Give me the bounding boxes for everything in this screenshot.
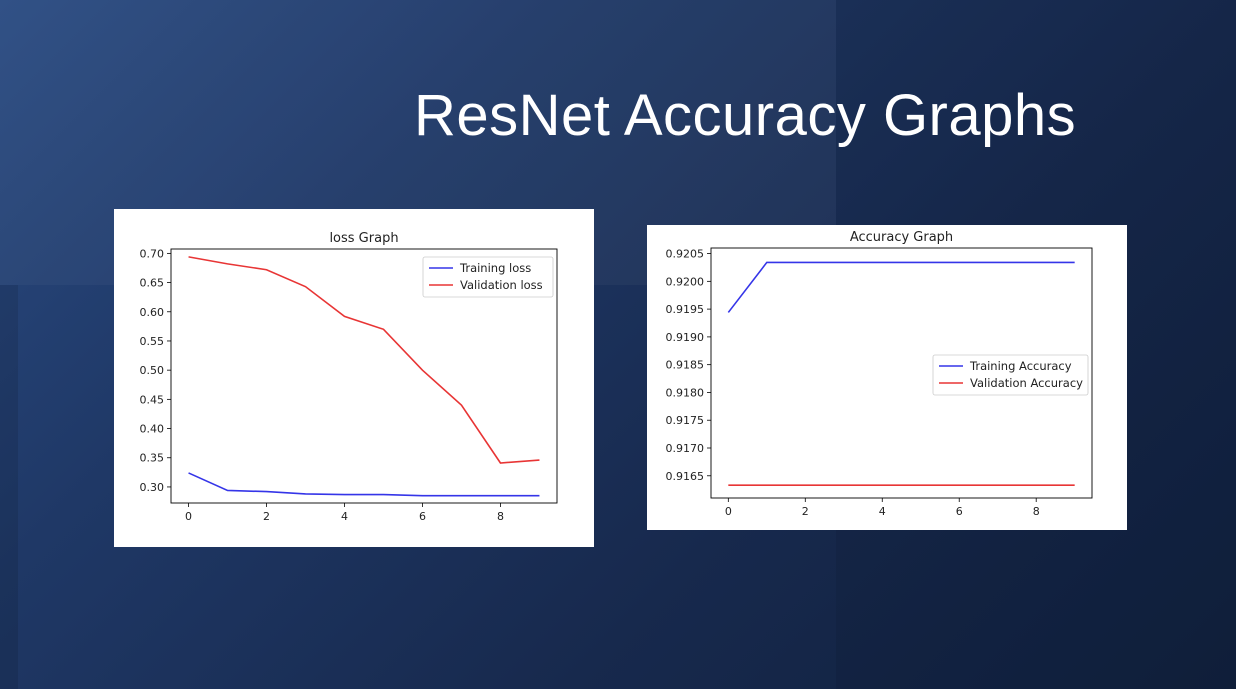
legend: Training Accuracy Validation Accuracy <box>932 354 1089 396</box>
y-tick-label: 0.9190 <box>666 331 705 344</box>
loss-chart-card: loss Graph 0 2 4 6 8 0.30 0.35 0.40 0.45 0.50 0.55 0… <box>114 209 594 547</box>
plot-frame <box>710 247 1093 499</box>
legend-box <box>422 256 554 298</box>
legend-label: Training Accuracy <box>969 359 1072 373</box>
chart-title: Accuracy Graph <box>850 230 953 245</box>
x-tick-label: 2 <box>802 505 809 518</box>
y-tick-label: 0.45 <box>140 393 165 406</box>
y-tick-label: 0.65 <box>140 277 165 290</box>
series-line-training <box>727 261 1075 313</box>
accuracy-chart: Accuracy Graph 0 2 4 6 8 0.9165 0.9170 0.9175 0.9… <box>666 230 1093 518</box>
plot-frame <box>170 248 558 504</box>
y-tick-label: 0.9170 <box>666 442 705 455</box>
x-tick-label: 6 <box>419 510 426 523</box>
background-panel-left <box>0 285 18 689</box>
y-tick-label: 0.40 <box>140 423 165 436</box>
chart-title: loss Graph <box>329 231 398 246</box>
x-tick-label: 0 <box>185 510 192 523</box>
legend-label: Validation Accuracy <box>970 376 1083 390</box>
x-tick-label: 0 <box>725 505 732 518</box>
y-tick-label: 0.30 <box>140 481 165 494</box>
x-tick-label: 4 <box>341 510 348 523</box>
y-tick-label: 0.9205 <box>666 248 705 261</box>
legend-box <box>932 354 1089 396</box>
y-tick-label: 0.9180 <box>666 386 705 399</box>
y-tick-label: 0.9185 <box>666 359 705 372</box>
y-tick-label: 0.70 <box>140 247 165 260</box>
legend-label: Validation loss <box>460 278 543 292</box>
y-tick-label: 0.9175 <box>666 414 705 427</box>
series-line-training <box>188 472 540 497</box>
y-tick-label: 0.50 <box>140 364 165 377</box>
x-tick-label: 6 <box>956 505 963 518</box>
loss-chart: loss Graph 0 2 4 6 8 0.30 0.35 0.40 0.45 0.50 0.55 0… <box>140 231 558 523</box>
accuracy-chart-card: Accuracy Graph 0 2 4 6 8 0.9165 0.9170 0.9175 0.9… <box>647 225 1127 530</box>
slide-title: ResNet Accuracy Graphs <box>414 83 1077 148</box>
series-line-validation <box>188 256 540 464</box>
legend-label: Training loss <box>459 261 531 275</box>
legend: Training loss Validation loss <box>422 256 554 298</box>
x-tick-label: 8 <box>497 510 504 523</box>
y-tick-label: 0.9200 <box>666 275 705 288</box>
x-tick-label: 8 <box>1033 505 1040 518</box>
y-tick-label: 0.9165 <box>666 470 705 483</box>
y-tick-label: 0.60 <box>140 306 165 319</box>
x-tick-label: 2 <box>263 510 270 523</box>
y-tick-label: 0.35 <box>140 452 165 465</box>
y-tick-label: 0.9195 <box>666 303 705 316</box>
y-tick-label: 0.55 <box>140 335 165 348</box>
x-tick-label: 4 <box>879 505 886 518</box>
